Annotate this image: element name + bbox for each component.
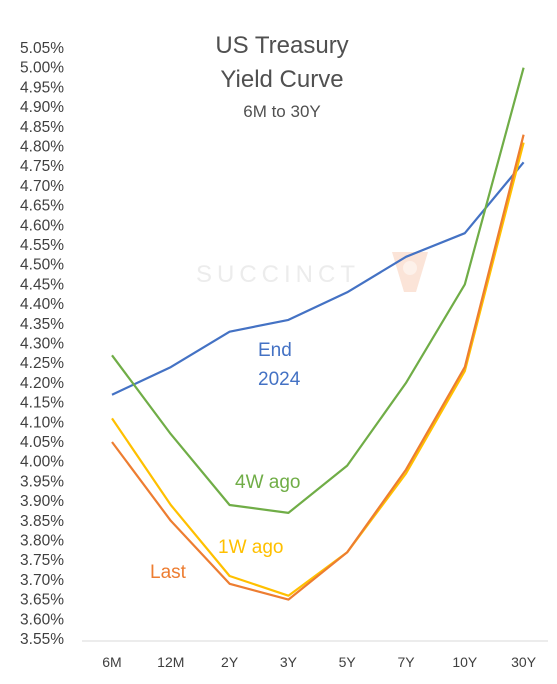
x-tick-label: 7Y <box>397 654 415 670</box>
y-tick-label: 3.55% <box>20 631 64 648</box>
series-line-end-2024 <box>111 161 525 396</box>
x-tick-label: 12M <box>157 654 184 670</box>
y-tick-label: 3.85% <box>20 513 64 530</box>
series-label-4w-ago: 4W ago <box>235 472 300 493</box>
y-tick-label: 4.85% <box>20 119 64 136</box>
y-tick-label: 3.60% <box>20 611 64 628</box>
y-tick-label: 3.80% <box>20 533 64 550</box>
y-tick-label: 3.90% <box>20 493 64 510</box>
y-tick-label: 4.60% <box>20 217 64 234</box>
y-tick-label: 4.55% <box>20 237 64 254</box>
y-tick-label: 4.25% <box>20 355 64 372</box>
x-tick-label: 30Y <box>511 654 537 670</box>
series-label-1w-ago: 1W ago <box>218 537 283 558</box>
watermark-text: SUCCINCT <box>196 261 360 288</box>
y-tick-label: 4.65% <box>20 198 64 215</box>
y-tick-label: 4.05% <box>20 434 64 451</box>
chart-title: US Treasury <box>215 32 348 59</box>
series-line-4w-ago <box>111 67 525 515</box>
y-tick-label: 4.40% <box>20 296 64 313</box>
y-tick-label: 4.70% <box>20 178 64 195</box>
y-tick-label: 4.90% <box>20 99 64 116</box>
x-tick-label: 5Y <box>339 654 357 670</box>
series-lines <box>111 67 525 601</box>
y-tick-label: 5.00% <box>20 60 64 77</box>
series-label-end-2024: End <box>258 340 292 361</box>
y-tick-label: 5.05% <box>20 40 64 57</box>
watermark-logo-icon <box>392 252 428 292</box>
y-axis: 5.05% 5.00% 4.95% 4.90% 4.85% 4.80% 4.75% 4.70%… <box>20 40 64 648</box>
chart-title-line2: Yield Curve <box>220 66 343 93</box>
y-tick-label: 3.75% <box>20 552 64 569</box>
series-line-last <box>111 134 525 601</box>
y-tick-label: 4.45% <box>20 276 64 293</box>
series-label-end-2024-line2: 2024 <box>258 369 301 390</box>
y-tick-label: 4.15% <box>20 395 64 412</box>
y-tick-label: 4.75% <box>20 158 64 175</box>
y-tick-label: 3.70% <box>20 572 64 589</box>
y-tick-label: 4.35% <box>20 316 64 333</box>
y-tick-label: 3.95% <box>20 473 64 490</box>
chart-subtitle: 6M to 30Y <box>243 102 321 121</box>
x-tick-label: 2Y <box>221 654 239 670</box>
y-tick-label: 4.50% <box>20 257 64 274</box>
x-tick-label: 10Y <box>452 654 478 670</box>
series-label-last: Last <box>150 562 187 583</box>
x-tick-label: 3Y <box>280 654 298 670</box>
x-axis: 6M 12M 2Y 3Y 5Y 7Y 10Y 30Y <box>102 654 536 670</box>
y-tick-label: 4.95% <box>20 79 64 96</box>
x-tick-label: 6M <box>102 654 121 670</box>
y-tick-label: 4.30% <box>20 336 64 353</box>
y-tick-label: 3.65% <box>20 592 64 609</box>
y-tick-label: 4.10% <box>20 414 64 431</box>
y-tick-label: 4.80% <box>20 139 64 156</box>
series-line-1w-ago <box>111 142 525 597</box>
y-tick-label: 4.00% <box>20 454 64 471</box>
y-tick-label: 4.20% <box>20 375 64 392</box>
